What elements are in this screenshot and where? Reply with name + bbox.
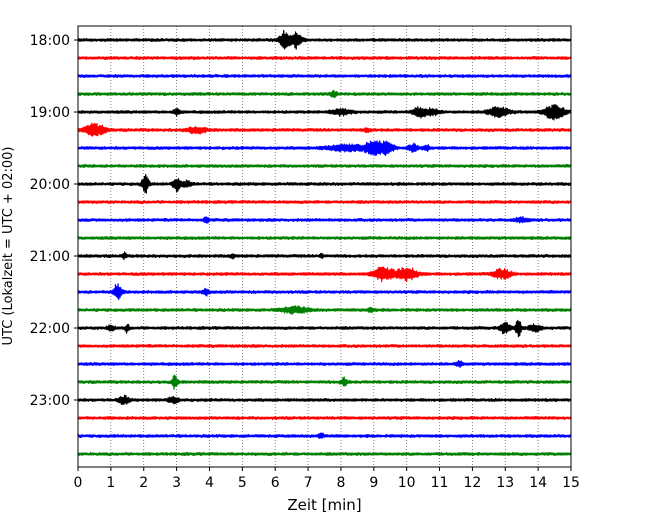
x-tick-label: 14: [529, 475, 547, 491]
trace-2200: [77, 319, 572, 338]
x-tick-label: 9: [369, 475, 378, 491]
y-tick-label: 22:00: [30, 321, 70, 337]
trace-2145: [77, 305, 572, 315]
x-tick-label: 13: [496, 475, 514, 491]
trace-1800: [77, 29, 572, 50]
trace-1815: [77, 55, 572, 61]
trace-1945: [77, 163, 572, 169]
x-tick-label: 15: [562, 475, 580, 491]
x-tick-label: 2: [139, 475, 148, 491]
x-tick-label: 12: [463, 475, 481, 491]
trace-2000: [77, 173, 572, 194]
trace-2230: [77, 359, 572, 368]
y-tick-label: 21:00: [30, 249, 70, 265]
x-tick-label: 11: [431, 475, 449, 491]
trace-2245: [77, 374, 572, 390]
x-tick-label: 10: [398, 475, 416, 491]
trace-1845: [77, 89, 572, 99]
y-tick-label: 20:00: [30, 177, 70, 193]
y-tick-label: 19:00: [30, 105, 70, 121]
trace-2100: [77, 251, 572, 261]
x-tick-label: 4: [205, 475, 214, 491]
x-axis-label: Zeit [min]: [287, 496, 361, 514]
trace-lines: [77, 29, 572, 457]
x-tick-label: 3: [172, 475, 181, 491]
x-tick-label: 7: [304, 475, 313, 491]
trace-2030: [77, 216, 572, 224]
trace-1930: [77, 140, 572, 157]
trace-2045: [77, 235, 572, 241]
trace-2315: [77, 415, 572, 421]
y-tick-label: 23:00: [30, 393, 70, 409]
x-tick-label: 6: [271, 475, 280, 491]
y-tick-label: 18:00: [30, 33, 70, 49]
trace-2300: [77, 394, 572, 405]
trace-2130: [77, 283, 572, 301]
x-tick-label: 1: [106, 475, 115, 491]
trace-2330: [77, 432, 572, 439]
trace-2345: [77, 451, 572, 457]
plot-frame: [77, 25, 572, 468]
x-tick-label: 8: [336, 475, 345, 491]
trace-1830: [77, 73, 572, 79]
x-tick-label: 0: [74, 475, 83, 491]
x-tick-label: 5: [238, 475, 247, 491]
y-axis-label: UTC (Lokalzeit = UTC + 02:00): [1, 147, 16, 346]
x-axis-ticks: 0 1 2 3 4 5 6 7 8 9 10 11 12 13 14 15: [74, 467, 580, 491]
trace-2215: [77, 343, 572, 349]
trace-2115: [77, 266, 572, 283]
y-axis-ticks: 18:00 19:00 20:00 21:00 22:00 23:00: [30, 33, 78, 409]
trace-2015: [77, 199, 572, 205]
trace-1915: [77, 122, 572, 137]
trace-1900: [77, 104, 572, 121]
